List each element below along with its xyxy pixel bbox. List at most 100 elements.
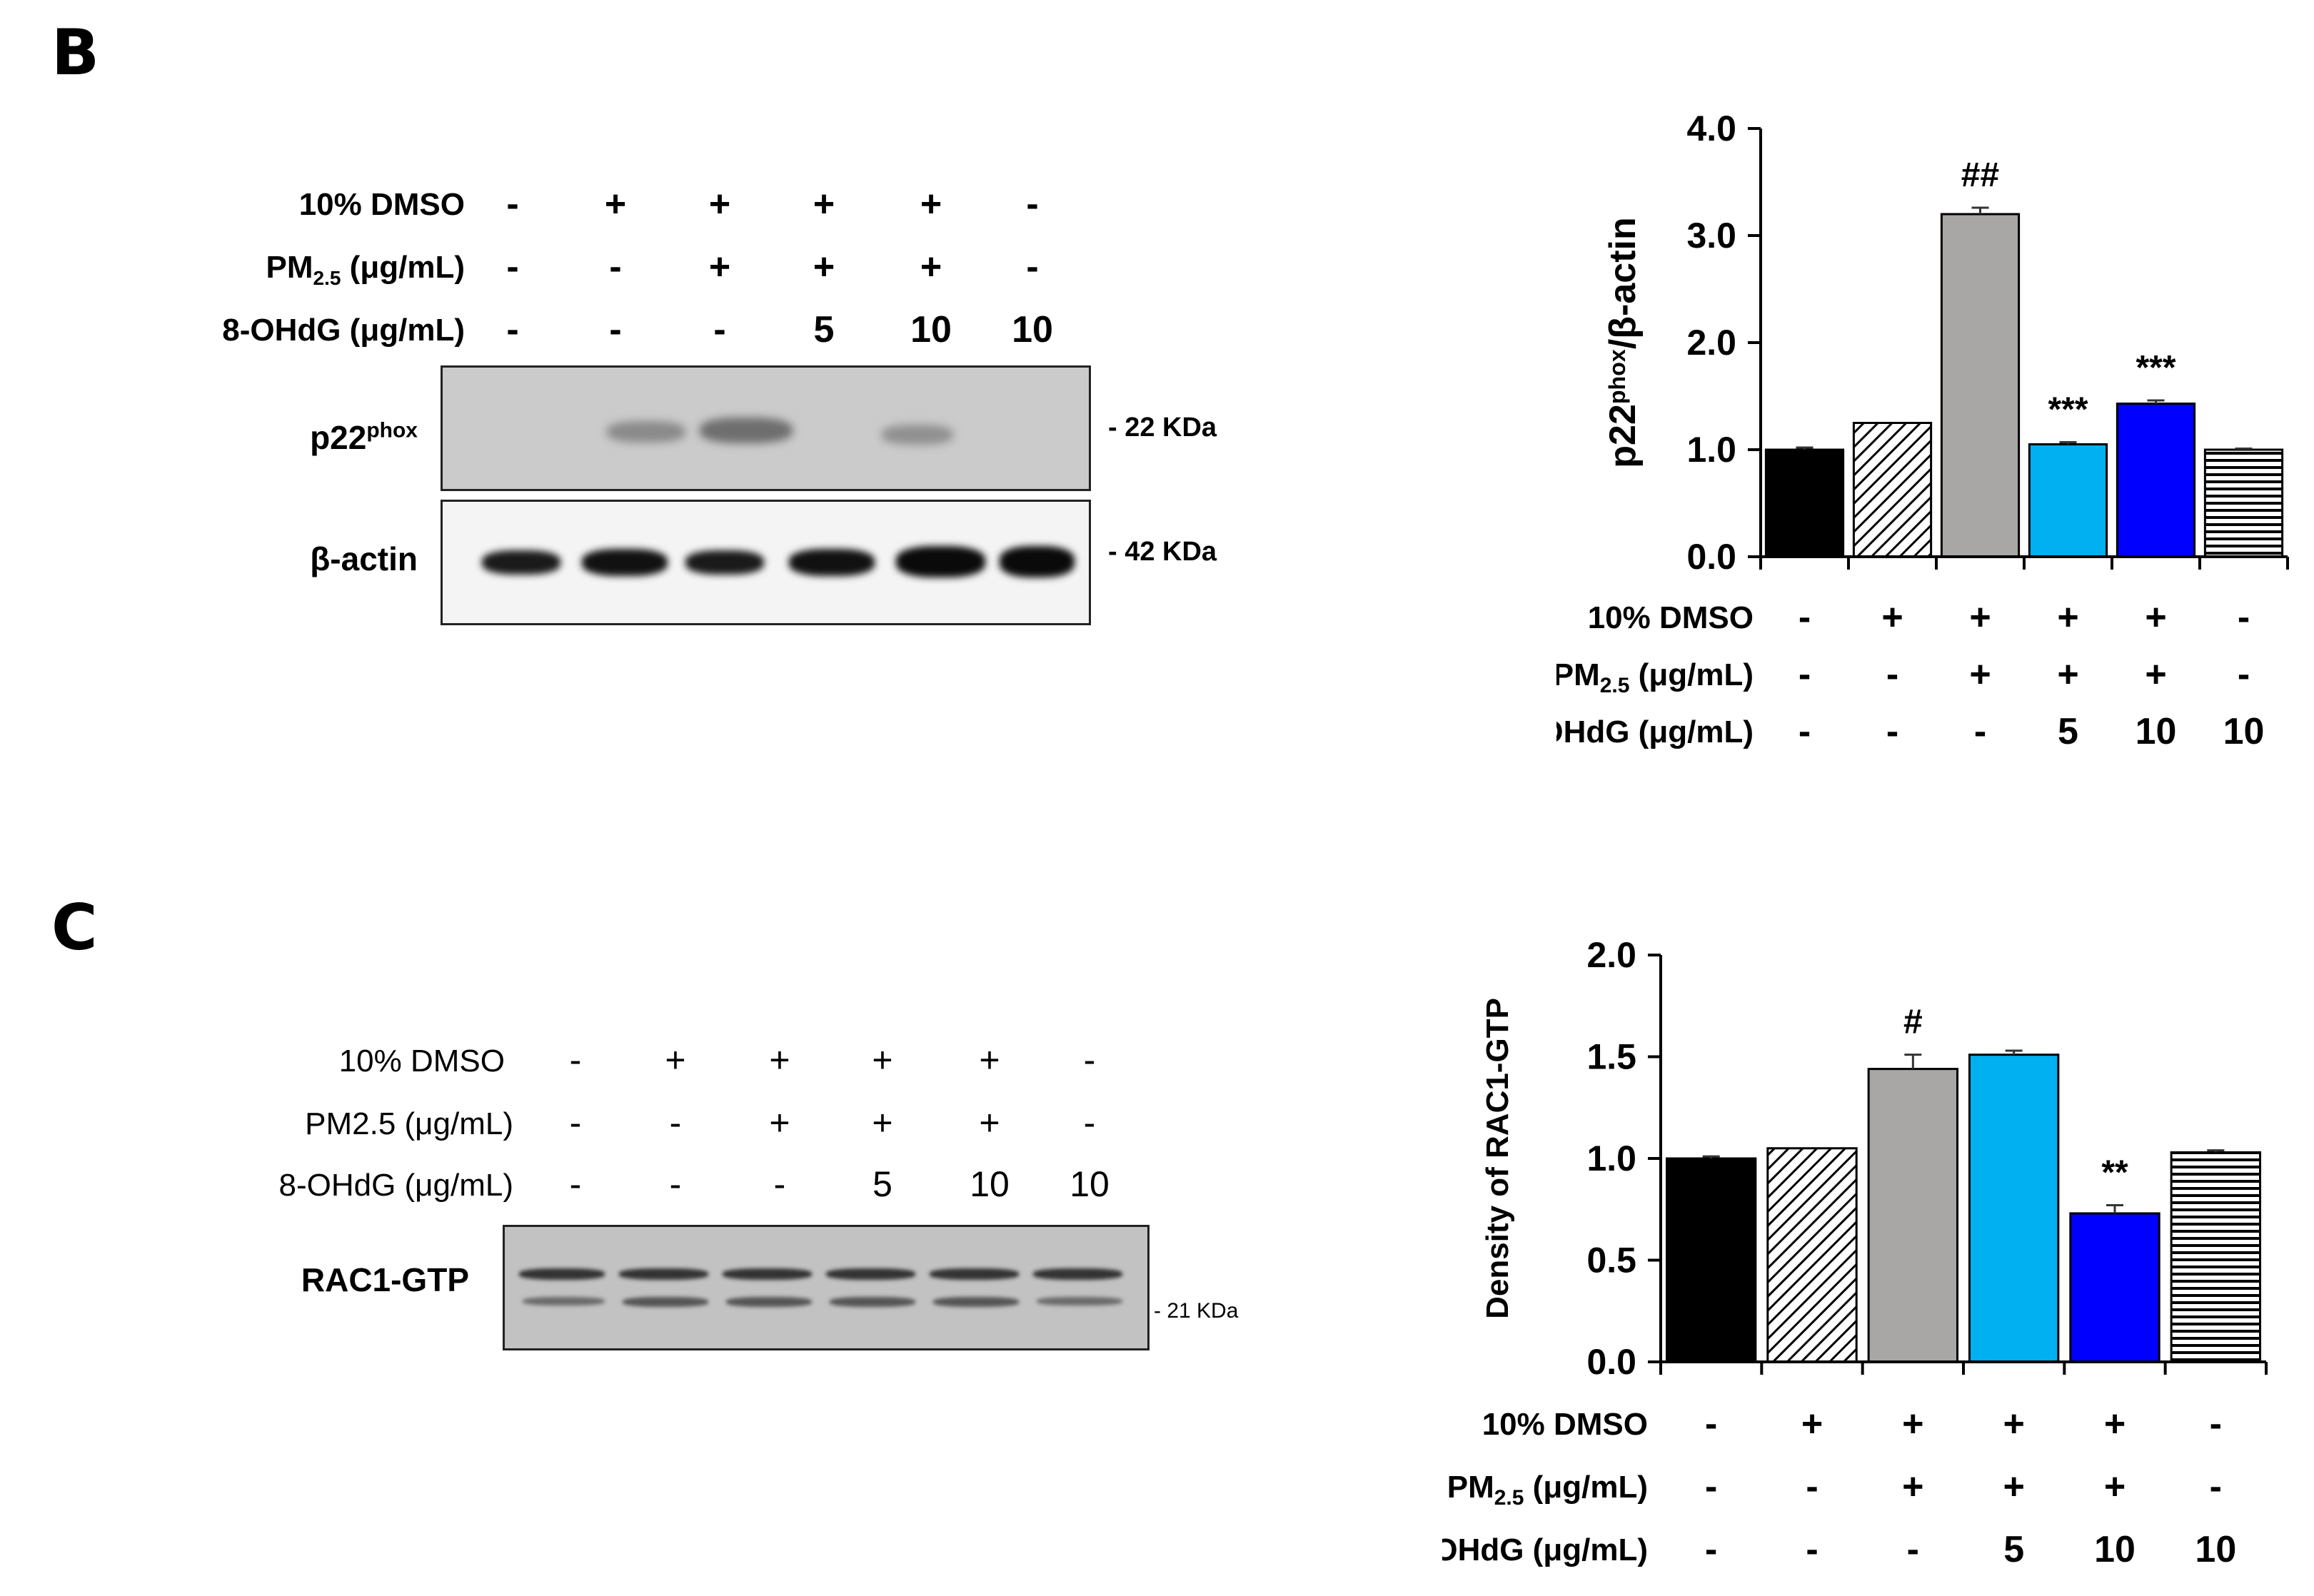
condition-value: 10 xyxy=(1070,1164,1110,1204)
condition-label: 8-OHdG (μg/mL) xyxy=(222,313,465,348)
bar xyxy=(2028,443,2108,558)
blot-marker: - 42 KDa xyxy=(1108,537,1217,567)
significance-label: *** xyxy=(2048,391,2088,429)
blot-band xyxy=(523,1297,605,1305)
y-axis-label: p22phox/β-actin xyxy=(1602,217,1644,468)
y-tick-label: 2.0 xyxy=(1586,935,1636,975)
blot-marker: - 21 KDa xyxy=(1154,1299,1239,1323)
condition-value: + xyxy=(769,1103,790,1143)
blot-band xyxy=(830,1297,915,1307)
condition-value: + xyxy=(872,1040,893,1080)
chart-b: 0.0 1.0 2.0 3.0 4.0 p22phox/β-actin ## *** *** 10… xyxy=(1556,108,2289,752)
y-tick-label: 3.0 xyxy=(1686,216,1736,256)
bar xyxy=(1968,1054,2060,1363)
condition-value: 10 xyxy=(2223,711,2265,752)
condition-value: + xyxy=(665,1040,686,1080)
condition-value: + xyxy=(769,1040,790,1080)
blot-row-label: p22phox xyxy=(310,418,418,457)
y-tick-label: 1.5 xyxy=(1586,1037,1636,1077)
condition-label-rest: (μg/mL) xyxy=(341,250,465,285)
y-tick-label: 1.0 xyxy=(1686,430,1736,470)
blot-band xyxy=(789,549,875,576)
condition-label: 8-OHdG (μg/mL) xyxy=(1556,714,1754,749)
blot-band xyxy=(623,1297,708,1307)
condition-label-sub: 2.5 xyxy=(313,266,341,289)
condition-value: + xyxy=(1881,597,1903,638)
y-axis-label: Density of RAC1-GTP xyxy=(1480,998,1515,1319)
blot-band xyxy=(723,1268,812,1280)
significance-label: # xyxy=(1903,1004,1923,1041)
condition-value: 10 xyxy=(2195,1529,2236,1570)
condition-value: 5 xyxy=(813,309,835,350)
blot-band xyxy=(685,550,764,575)
condition-value: - xyxy=(609,309,622,350)
condition-value: + xyxy=(1902,1403,1923,1445)
blot-image-beta-actin xyxy=(441,500,1091,625)
bar xyxy=(1867,1068,1959,1363)
y-tick-label: 1.0 xyxy=(1586,1138,1636,1178)
condition-value: - xyxy=(773,1164,786,1204)
condition-value: - xyxy=(1886,711,1898,752)
condition-value: - xyxy=(506,246,519,288)
blot-band xyxy=(882,425,953,445)
blot-band xyxy=(726,1297,812,1307)
significance-label: ** xyxy=(2101,1154,2128,1192)
condition-value: - xyxy=(2210,1466,2222,1507)
condition-label-sub: 2.5 xyxy=(1494,1486,1524,1510)
blot-image-p22phox xyxy=(441,365,1091,491)
y-tick-label: 0.0 xyxy=(1586,1342,1636,1382)
condition-value: 10 xyxy=(1012,309,1053,350)
condition-value: 10 xyxy=(910,309,952,350)
condition-label: 10% DMSO xyxy=(298,187,465,222)
condition-value: - xyxy=(1799,654,1811,695)
blot-band xyxy=(482,550,560,575)
panel-letter-b: B xyxy=(51,16,100,89)
condition-value: 10 xyxy=(2094,1529,2136,1570)
blot-row-label-sup: phox xyxy=(366,418,418,443)
condition-value: - xyxy=(713,309,726,350)
condition-value: + xyxy=(813,246,835,288)
condition-value: - xyxy=(1806,1529,1818,1570)
y-tick-label: 0.5 xyxy=(1586,1241,1636,1281)
condition-value: + xyxy=(2104,1403,2126,1445)
blot-row-label-main: p22 xyxy=(310,419,367,456)
condition-value: + xyxy=(708,183,731,225)
condition-value: - xyxy=(609,246,622,288)
bar xyxy=(2203,448,2284,558)
condition-value: - xyxy=(1799,597,1811,638)
condition-value: - xyxy=(1886,654,1898,695)
condition-value: + xyxy=(920,246,942,288)
significance-label: *** xyxy=(2136,349,2175,387)
blot-band xyxy=(619,1268,708,1280)
condition-value: 5 xyxy=(2058,711,2078,752)
condition-value: - xyxy=(1026,183,1039,225)
condition-value: - xyxy=(1083,1103,1096,1143)
condition-value: + xyxy=(1801,1403,1823,1445)
blot-band xyxy=(826,1268,915,1280)
condition-value: - xyxy=(569,1040,582,1080)
bar xyxy=(1940,213,2021,558)
blot-band xyxy=(930,1268,1019,1280)
condition-label: 10% DMSO xyxy=(1588,600,1754,635)
y-axis-label-rest: /β-actin xyxy=(1602,217,1644,349)
condition-value: - xyxy=(1907,1529,1919,1570)
condition-label: PM2.5 (μg/mL) xyxy=(266,250,466,290)
condition-value: + xyxy=(604,183,627,225)
condition-label: PM2.5 (μg/mL) xyxy=(1447,1470,1648,1510)
condition-value: - xyxy=(1083,1040,1096,1080)
condition-value: - xyxy=(1974,711,1986,752)
condition-label-sub: 2.5 xyxy=(1600,674,1630,697)
condition-value: - xyxy=(569,1103,582,1143)
condition-value: - xyxy=(1799,711,1811,752)
condition-value: + xyxy=(872,1103,893,1143)
condition-label-main: PM xyxy=(1556,657,1600,692)
condition-value: - xyxy=(1806,1466,1818,1507)
condition-value: + xyxy=(2057,597,2078,638)
blot-band xyxy=(896,546,985,577)
blot-band xyxy=(519,1268,605,1280)
condition-value: + xyxy=(2145,597,2166,638)
condition-label: PM2.5 (μg/mL) xyxy=(305,1106,513,1141)
condition-value: 10 xyxy=(970,1164,1010,1204)
condition-value: + xyxy=(813,183,835,225)
condition-value: + xyxy=(1969,654,1991,695)
